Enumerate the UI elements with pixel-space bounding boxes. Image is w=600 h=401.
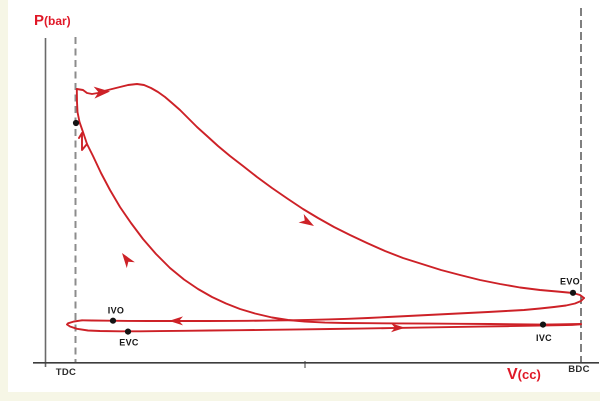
expansion-arrow <box>298 213 314 226</box>
pressure-axis-label-main: P <box>34 12 45 29</box>
evo-label: EVO <box>560 277 580 287</box>
evc-marker <box>124 328 132 335</box>
pressure-axis-label: P(bar) <box>34 12 71 29</box>
combustion-expansion-stroke-path <box>75 83 585 299</box>
combustion-arrow <box>93 86 110 99</box>
blowdown-exhaust-stroke-path <box>81 297 585 322</box>
evc-label: EVC <box>119 338 139 348</box>
volume-axis-label: V(cc) <box>507 366 541 384</box>
intake-stroke-path <box>66 319 582 333</box>
bdc-tick-label: BDC <box>568 364 590 375</box>
tdc-tick-label: TDC <box>55 367 77 378</box>
ivc-label: IVC <box>536 333 552 343</box>
exhaust-arrow <box>169 316 183 326</box>
evo-marker <box>569 289 577 296</box>
volume-axis-label-main: V <box>507 366 518 383</box>
ivc-marker <box>539 321 547 328</box>
flow-arrow-layer <box>93 86 405 333</box>
axes-layer <box>33 8 599 368</box>
intake-arrow <box>391 323 405 333</box>
volume-axis-label-unit: (cc) <box>517 367 541 382</box>
ivo-label: IVO <box>108 306 124 316</box>
compression-stroke-fix-path <box>75 88 88 145</box>
cycle-curve-layer <box>66 83 585 333</box>
compression-arrow <box>122 253 135 269</box>
tdc-pressure-point-marker <box>72 119 80 127</box>
ivo-marker <box>109 317 117 324</box>
compression-stroke-path <box>78 132 582 326</box>
pressure-axis-label-unit: (bar) <box>44 14 71 28</box>
valve-event-marker-layer: IVO EVC IVC EVO <box>72 119 580 348</box>
